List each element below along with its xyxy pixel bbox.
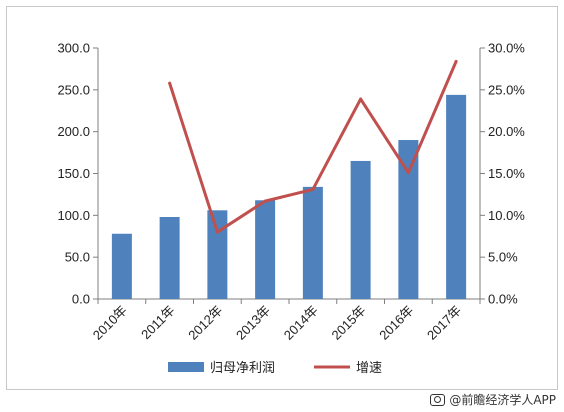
line-point-2017年 — [454, 59, 458, 63]
line-point-2013年 — [263, 199, 267, 203]
bar-2013年 — [255, 200, 276, 299]
x-tick-label: 2011年 — [138, 303, 178, 343]
x-tick-label: 2017年 — [424, 303, 464, 343]
line-point-2016年 — [406, 171, 410, 175]
bar-2015年 — [350, 160, 371, 299]
line-point-2015年 — [359, 97, 363, 101]
y-left-tick-label: 100.0 — [57, 208, 90, 223]
legend-label-line: 增速 — [356, 361, 382, 376]
y-right-tick-label: 10.0% — [488, 208, 525, 223]
bar-2010年 — [111, 233, 132, 299]
credit-watermark: @前瞻经济学人APP — [430, 391, 556, 408]
x-tick-label: 2014年 — [281, 303, 321, 343]
y-right-tick-label: 0.0% — [488, 292, 518, 307]
y-right-tick-label: 5.0% — [488, 250, 518, 265]
y-left-tick-label: 50.0 — [65, 250, 90, 265]
y-left-tick-label: 300.0 — [57, 41, 90, 56]
bar-2017年 — [446, 94, 467, 299]
y-left-tick-label: 250.0 — [57, 82, 90, 97]
y-left-tick-label: 150.0 — [57, 166, 90, 181]
line-point-2011年 — [168, 81, 172, 85]
y-left-tick-label: 0.0 — [72, 292, 90, 307]
x-tick-label: 2016年 — [376, 303, 416, 343]
bar-2012年 — [207, 210, 228, 299]
credit-text: @前瞻经济学人APP — [449, 393, 556, 407]
bar-2016年 — [398, 140, 419, 299]
bar-2014年 — [302, 186, 323, 299]
x-tick-label: 2015年 — [328, 303, 368, 343]
line-point-2012年 — [215, 230, 219, 234]
line-point-2014年 — [311, 187, 315, 191]
x-tick-label: 2010年 — [90, 303, 130, 343]
y-right-tick-label: 25.0% — [488, 82, 525, 97]
y-right-tick-label: 20.0% — [488, 124, 525, 139]
legend-swatch-bar — [168, 362, 204, 372]
bar-2011年 — [159, 217, 180, 299]
y-right-tick-label: 15.0% — [488, 166, 525, 181]
y-right-tick-label: 30.0% — [488, 41, 525, 56]
x-tick-label: 2013年 — [233, 303, 273, 343]
legend-label-bar: 归母净利润 — [210, 361, 275, 376]
camera-icon — [430, 393, 446, 406]
x-tick-label: 2012年 — [185, 303, 225, 343]
y-left-tick-label: 200.0 — [57, 124, 90, 139]
